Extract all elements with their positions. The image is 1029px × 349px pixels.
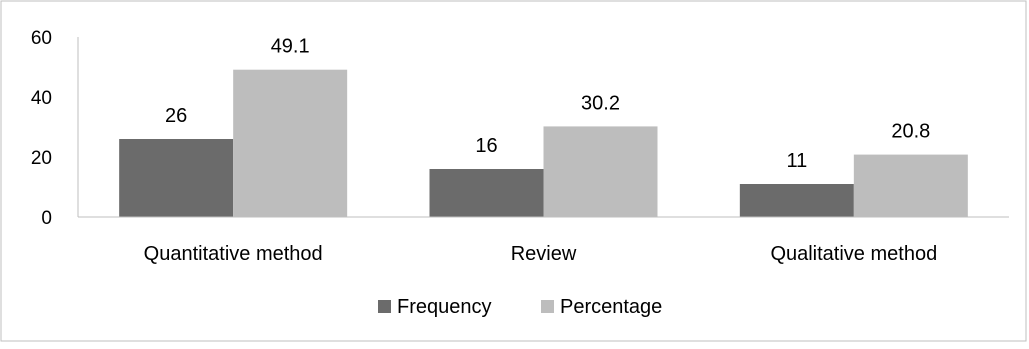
x-axis: Quantitative method Review Qualitative met… <box>78 216 1009 265</box>
bar-percentage <box>543 126 658 217</box>
bar-frequency <box>119 139 234 217</box>
legend-label: Percentage <box>560 296 662 318</box>
y-tick-label: 20 <box>31 148 52 169</box>
legend-swatch-percentage <box>541 300 554 313</box>
y-tick-label: 40 <box>31 88 52 109</box>
legend-label: Frequency <box>397 296 492 318</box>
data-label: 11 <box>786 150 807 172</box>
bar-percentage <box>233 69 348 217</box>
bar-percentage <box>853 154 968 217</box>
category-label: Quantitative method <box>144 243 323 265</box>
bar-frequency <box>429 169 544 217</box>
legend-swatch-frequency <box>378 300 391 313</box>
data-labels: 26 49.1 16 30.2 11 20.8 <box>165 36 930 172</box>
data-label: 49.1 <box>271 36 310 58</box>
bars <box>119 69 968 217</box>
data-label: 16 <box>475 135 497 157</box>
category-label: Qualitative method <box>770 243 937 265</box>
data-label: 30.2 <box>581 92 620 114</box>
category-label: Review <box>511 243 577 265</box>
legend: Frequency Percentage <box>378 296 662 318</box>
y-axis: 0 20 40 60 <box>31 28 79 229</box>
y-tick-label: 0 <box>41 208 52 229</box>
data-label: 20.8 <box>891 121 930 143</box>
data-label: 26 <box>165 105 187 127</box>
bar-frequency <box>739 184 854 217</box>
y-tick-label: 60 <box>31 28 52 49</box>
